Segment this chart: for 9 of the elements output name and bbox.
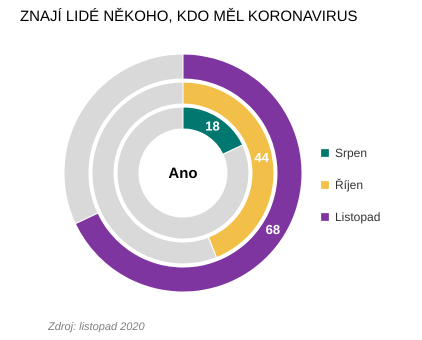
text: Ano xyxy=(168,165,198,182)
text: Zdroj: listopad 2020 xyxy=(47,321,146,333)
data-label: 44 xyxy=(254,150,270,166)
legend-label: Listopad xyxy=(335,210,380,224)
legend-label: Srpen xyxy=(335,146,368,160)
legend-label: Říjen xyxy=(335,178,364,192)
data-label: 18 xyxy=(205,118,220,134)
chart-title: ZNAJÍ LIDÉ NĚKOHO, KDO MĚL KORONAVIRUS xyxy=(20,7,358,25)
data-label: 68 xyxy=(266,222,280,238)
